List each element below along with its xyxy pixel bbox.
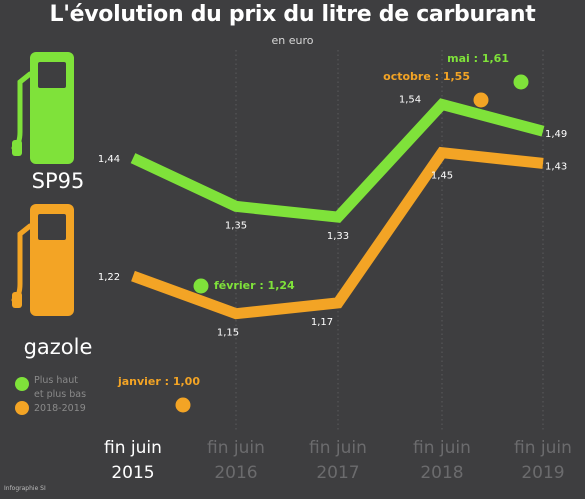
x-tick-label-4-line2: 2018 xyxy=(420,463,463,483)
value-labels: 1,44 1,35 1,33 1,54 1,49 1,22 1,15 1,17 1,45 1,43 xyxy=(98,94,567,338)
legend-note-line2: et plus bas xyxy=(34,389,86,400)
value-label-sp95-1: 1,44 xyxy=(98,154,120,165)
x-axis-labels: fin juin 2015 fin juin 2016 fin juin 2017 fin … xyxy=(104,438,572,483)
legend-dot-sp95 xyxy=(15,377,29,391)
x-tick-label-1-line2: 2015 xyxy=(111,463,154,483)
extreme-label-3: octobre : 1,55 xyxy=(383,70,470,83)
extreme-dot-2 xyxy=(193,278,209,294)
series-layer xyxy=(130,98,545,320)
x-tick-label-2-line1: fin juin xyxy=(207,438,265,458)
value-label-sp95-4: 1,54 xyxy=(399,94,421,105)
value-label-gazole-2: 1,15 xyxy=(217,328,239,339)
x-tick-label-1-line1: fin juin xyxy=(104,438,162,458)
x-tick-label-3-line2: 2017 xyxy=(316,463,359,483)
value-label-gazole-4: 1,45 xyxy=(431,171,453,182)
extreme-label-1: mai : 1,61 xyxy=(447,52,509,65)
extreme-label-4: janvier : 1,00 xyxy=(117,375,200,388)
value-label-gazole-1: 1,22 xyxy=(98,272,120,283)
value-label-sp95-5: 1,49 xyxy=(545,129,567,140)
chart-title: L'évolution du prix du litre de carburan… xyxy=(49,2,536,27)
gazole-pump-icon xyxy=(11,204,74,316)
series-line-sp95 xyxy=(130,98,545,223)
value-label-gazole-5: 1,43 xyxy=(545,161,567,172)
x-tick-label-3-line1: fin juin xyxy=(309,438,367,458)
series-line-gazole xyxy=(131,146,544,320)
extreme-dot-3 xyxy=(473,92,489,108)
x-tick-label-2-line2: 2016 xyxy=(214,463,257,483)
extreme-dot-4 xyxy=(175,397,191,413)
chart-subtitle: en euro xyxy=(271,34,314,47)
sp95-pump-icon xyxy=(11,52,74,164)
value-label-sp95-2: 1,35 xyxy=(225,220,247,231)
credit: Infographie SI xyxy=(4,485,46,492)
sp95-label: SP95 xyxy=(32,169,85,193)
legend-note-line3: 2018-2019 xyxy=(34,403,86,414)
x-tick-label-5-line2: 2019 xyxy=(521,463,564,483)
legend-note-line1: Plus haut xyxy=(34,375,78,386)
legend-dot-gazole xyxy=(15,401,29,415)
gazole-label: gazole xyxy=(24,335,93,359)
x-tick-label-4-line1: fin juin xyxy=(413,438,471,458)
extreme-dot-1 xyxy=(513,74,529,90)
value-label-gazole-3: 1,17 xyxy=(311,317,333,328)
extreme-markers: mai : 1,61 février : 1,24 octobre : 1,55 ja… xyxy=(117,52,529,413)
vertical-gridlines xyxy=(235,50,544,432)
value-label-sp95-3: 1,33 xyxy=(327,231,349,242)
extreme-label-2: février : 1,24 xyxy=(214,279,295,292)
x-tick-label-5-line1: fin juin xyxy=(514,438,572,458)
